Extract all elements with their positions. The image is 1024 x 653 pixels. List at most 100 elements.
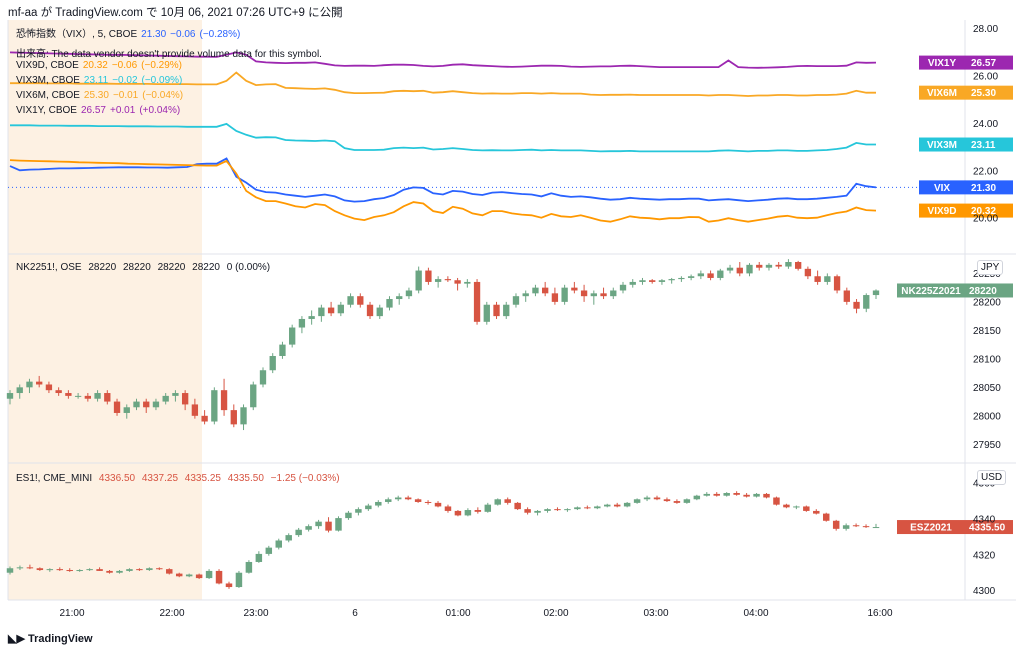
nk-legend-open: 28220: [88, 262, 117, 273]
candle-body: [26, 381, 33, 388]
candle-body: [404, 497, 412, 500]
vix-legend-change: −0.02: [112, 75, 138, 86]
series-last-value: 25.30: [971, 88, 996, 99]
candle-body: [493, 304, 500, 317]
candle-body: [191, 404, 199, 416]
y-tick-label: 4340: [973, 514, 996, 525]
vix-legend-last: 20.32: [82, 60, 108, 71]
candle-body: [643, 497, 651, 500]
grid: [7, 20, 1016, 601]
y-tick-label: 22.00: [973, 166, 998, 177]
series-name-label: VIX6M: [927, 88, 957, 99]
vix-legend-row: VIX9D, CBOE 20.32 −0.06 (−0.29%): [16, 60, 182, 72]
candle-body: [554, 509, 561, 511]
candle-body: [600, 293, 607, 297]
candle-body: [96, 569, 103, 571]
candle-body: [16, 567, 24, 569]
y-tick-label: 27950: [973, 440, 1001, 451]
candle-body: [285, 535, 292, 541]
candle-body: [703, 493, 711, 496]
candle-body: [434, 279, 442, 282]
y-tick-label: 26.00: [973, 72, 998, 83]
candle-body: [584, 507, 591, 509]
candle-body: [494, 499, 501, 505]
candle-body: [106, 570, 113, 573]
vix-legend-change: −0.01: [112, 90, 139, 101]
candle-body: [753, 493, 760, 497]
candle-body: [6, 568, 14, 573]
candle-body: [113, 401, 121, 413]
candle-body: [366, 304, 374, 317]
candle-body: [542, 287, 549, 294]
candle-body: [775, 264, 782, 267]
candle-body: [534, 510, 541, 513]
series-value-box: [965, 203, 1013, 218]
candle-body: [425, 270, 432, 282]
candle-body: [156, 568, 163, 570]
candle-body: [327, 307, 335, 314]
candle-body: [269, 356, 276, 371]
candle-body: [434, 502, 442, 507]
candle-body: [394, 497, 402, 500]
candle-body: [484, 504, 492, 512]
series-value-box: [965, 85, 1013, 100]
candle-body: [853, 301, 860, 309]
x-tick-label: 03:00: [643, 608, 668, 619]
series-label-box: [919, 55, 965, 70]
candle-body: [794, 262, 802, 269]
y-tick-label: 4320: [973, 550, 996, 561]
candle-body: [347, 296, 354, 305]
candle-body: [862, 526, 870, 528]
y-tick-label: 28.00: [973, 24, 998, 35]
session-background: [8, 20, 202, 600]
candle-body: [804, 268, 812, 277]
volume-notice: 出来高: The data vendor doesn't provide vol…: [16, 49, 322, 60]
candle-body: [26, 567, 34, 569]
candle-body: [259, 370, 267, 385]
y-tick-label: 24.00: [973, 119, 998, 130]
candle-body: [245, 561, 253, 573]
series-line-vix1y: [9, 51, 877, 69]
candle-body: [36, 381, 43, 385]
candle-body: [746, 264, 753, 274]
candle-body: [793, 506, 800, 508]
tradingview-logo[interactable]: ◣▶ TradingView: [8, 632, 93, 645]
candle-body: [653, 497, 661, 500]
nk-unit-button[interactable]: JPY: [977, 260, 1004, 275]
candle-body: [172, 393, 179, 396]
nk-legend-close: 28220: [192, 262, 220, 273]
candle-body: [832, 520, 840, 529]
vix-legend-row: VIX1Y, CBOE 26.57 +0.01 (+0.04%): [16, 105, 180, 117]
vix-legend-name: VIX6M, CBOE: [16, 90, 80, 101]
symbol-label: ESZ2021: [910, 523, 952, 534]
series-value-box: [965, 55, 1013, 70]
candle-body: [337, 304, 344, 314]
vix-legend-percent: (−0.29%): [141, 60, 183, 71]
candle-body: [822, 513, 830, 521]
es-legend-name: ES1!, CME_MINI: [16, 473, 93, 484]
series-label-box: [919, 180, 965, 195]
y-tick-label: 28050: [973, 383, 1001, 394]
candle-body: [610, 290, 617, 297]
y-tick-label: 4300: [973, 586, 996, 597]
candle-body: [55, 390, 62, 394]
candle-body: [872, 527, 880, 529]
vix-legend-change: −0.06: [111, 60, 138, 71]
x-tick-label: 04:00: [743, 608, 768, 619]
candle-body: [623, 502, 631, 507]
vix-legend-percent: (−0.28%): [199, 29, 241, 40]
candle-body: [726, 267, 734, 271]
vix-legend-last: 26.57: [80, 105, 106, 116]
candle-body: [649, 280, 656, 282]
es-unit-button[interactable]: USD: [977, 470, 1007, 485]
candle-body: [225, 583, 233, 588]
candle-body: [580, 290, 588, 297]
candle-body: [663, 499, 671, 502]
last-price-box: [965, 283, 1013, 298]
vix-legend-change: +0.01: [110, 105, 136, 116]
candle-body: [473, 281, 481, 322]
candle-body: [863, 295, 870, 309]
candle-body: [318, 307, 325, 317]
candle-body: [415, 270, 422, 291]
candle-body: [201, 415, 208, 422]
